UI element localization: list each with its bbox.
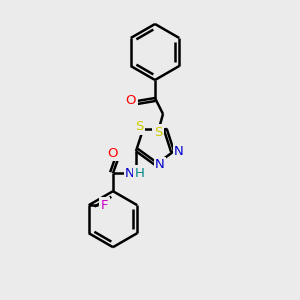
Text: N: N — [155, 158, 165, 172]
Text: N: N — [174, 145, 184, 158]
Text: S: S — [135, 120, 143, 133]
Text: N: N — [125, 167, 135, 180]
Text: S: S — [154, 125, 162, 139]
Text: F: F — [101, 199, 109, 212]
Text: O: O — [126, 94, 136, 106]
Text: H: H — [135, 167, 145, 180]
Text: O: O — [108, 147, 118, 160]
